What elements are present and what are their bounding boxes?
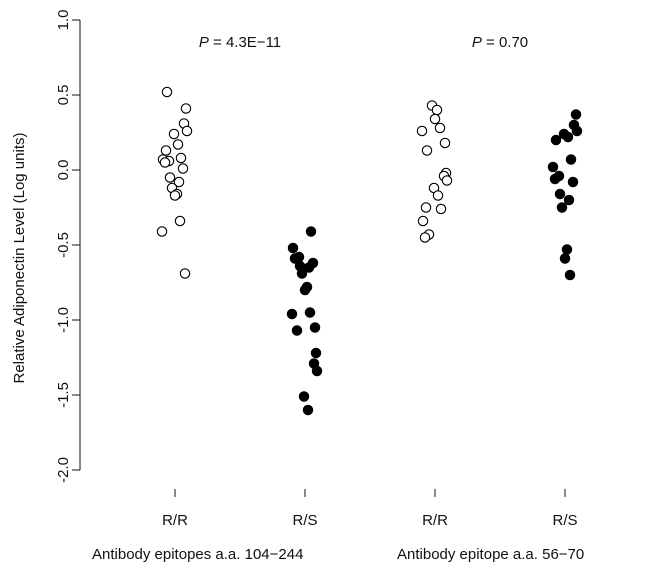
p-value-right: P = 0.70 (472, 34, 528, 51)
x-tick-label: R/S (292, 512, 317, 529)
data-point (173, 176, 185, 188)
data-point (291, 325, 303, 336)
data-point (564, 269, 576, 281)
x-tick-label: R/R (422, 512, 448, 529)
data-point (432, 190, 444, 201)
data-point (160, 145, 172, 156)
data-point (416, 125, 428, 137)
data-point (174, 215, 186, 227)
p-value-left-text: = 4.3E−11 (209, 34, 281, 51)
data-point (305, 226, 317, 237)
y-axis: 1.0 0.5 0.0 -0.5 -1.0 -1.5 -2.0 (55, 10, 81, 483)
y-tick-label: 0.5 (55, 85, 72, 106)
group-label-right: Antibody epitope a.a. 56−70 (397, 546, 585, 563)
data-point (420, 202, 432, 213)
p-value-left: P = 4.3E−11 (199, 34, 281, 51)
y-tick-label: -1.5 (55, 382, 72, 408)
data-point (439, 137, 451, 149)
y-axis-title: Relative Adiponectin Level (Log units) (11, 133, 28, 384)
data-point (311, 365, 323, 377)
data-point (180, 103, 192, 114)
data-point (303, 262, 315, 273)
data-point (434, 122, 446, 134)
data-point (164, 172, 176, 183)
data-point (309, 322, 321, 333)
group-label-left: Antibody epitopes a.a. 104−244 (92, 546, 304, 563)
data-point (565, 154, 577, 165)
data-point (561, 244, 573, 255)
p-value-left-prefix: P (199, 34, 209, 51)
data-point (549, 173, 561, 185)
data-point (547, 161, 559, 173)
data-point (156, 226, 168, 237)
data-point (177, 163, 189, 174)
data-point (431, 104, 443, 116)
data-point (296, 268, 308, 279)
data-point (161, 86, 173, 98)
data-point (435, 203, 447, 215)
data-point (181, 125, 193, 137)
data-point (550, 134, 562, 146)
p-value-right-prefix: P (472, 34, 482, 51)
y-tick-label: 1.0 (55, 10, 72, 31)
data-point (179, 268, 191, 279)
y-tick-label: -0.5 (55, 232, 72, 258)
data-point (556, 202, 568, 213)
data-point (417, 215, 429, 227)
data-points (156, 86, 583, 416)
data-point (429, 113, 441, 125)
data-point (169, 190, 181, 201)
data-point (567, 176, 579, 188)
x-tick-label: R/S (552, 512, 577, 529)
data-point (298, 391, 310, 402)
data-point (168, 128, 180, 140)
data-point (559, 253, 571, 264)
y-tick-label: -2.0 (55, 457, 72, 483)
data-point (159, 157, 171, 168)
data-point (302, 404, 314, 416)
data-point (419, 232, 431, 243)
data-point (571, 125, 583, 137)
data-point (441, 175, 453, 186)
data-point (299, 284, 311, 296)
data-point (172, 139, 184, 150)
y-tick-label: -1.0 (55, 307, 72, 333)
data-point (563, 194, 575, 206)
data-point (304, 307, 316, 318)
x-axis: R/R R/S R/R R/S (162, 489, 578, 529)
data-point (289, 253, 301, 264)
data-point (421, 145, 433, 156)
data-point (175, 152, 187, 164)
data-point (310, 347, 322, 359)
data-point (287, 242, 299, 254)
data-point (286, 308, 298, 320)
p-value-right-text: = 0.70 (482, 34, 528, 51)
data-point (554, 188, 566, 200)
data-point (570, 109, 582, 120)
data-point (562, 131, 574, 143)
x-tick-label: R/R (162, 512, 188, 529)
y-tick-label: 0.0 (55, 160, 72, 181)
